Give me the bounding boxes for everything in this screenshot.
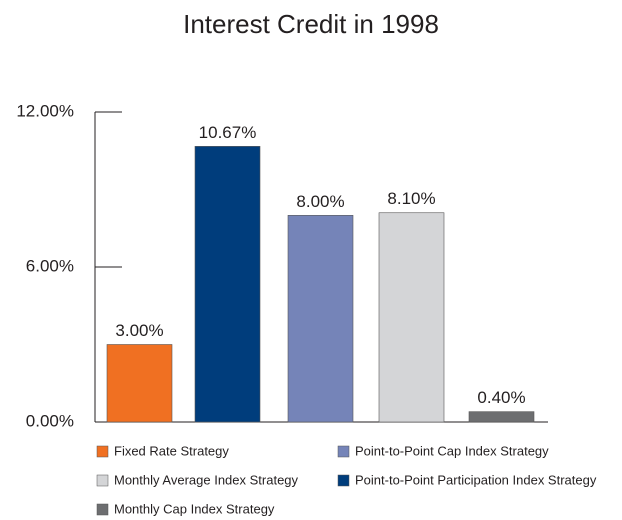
legend-swatch — [96, 474, 109, 487]
data-label: 8.10% — [387, 189, 435, 208]
legend-swatch — [337, 474, 350, 487]
legend-label: Fixed Rate Strategy — [114, 443, 229, 458]
data-label: 3.00% — [115, 321, 163, 340]
bar — [287, 215, 354, 423]
data-label: 8.00% — [296, 192, 344, 211]
bar — [468, 411, 535, 423]
bar — [106, 344, 173, 423]
legend-label: Monthly Cap Index Strategy — [114, 501, 275, 516]
data-label: 0.40% — [477, 388, 525, 407]
legend-label: Monthly Average Index Strategy — [114, 472, 299, 487]
chart-title: Interest Credit in 1998 — [183, 9, 439, 39]
legend-swatch — [96, 503, 109, 516]
bar — [378, 212, 445, 423]
legend-label: Point-to-Point Participation Index Strat… — [355, 472, 597, 487]
legend-swatch — [96, 445, 109, 458]
legend-label: Point-to-Point Cap Index Strategy — [355, 443, 549, 458]
data-label: 10.67% — [199, 123, 257, 142]
bar — [194, 146, 261, 423]
y-tick-label: 0.00% — [26, 411, 74, 430]
legend-swatch — [337, 445, 350, 458]
y-tick-label: 6.00% — [26, 256, 74, 275]
y-tick-label: 12.00% — [16, 101, 74, 120]
